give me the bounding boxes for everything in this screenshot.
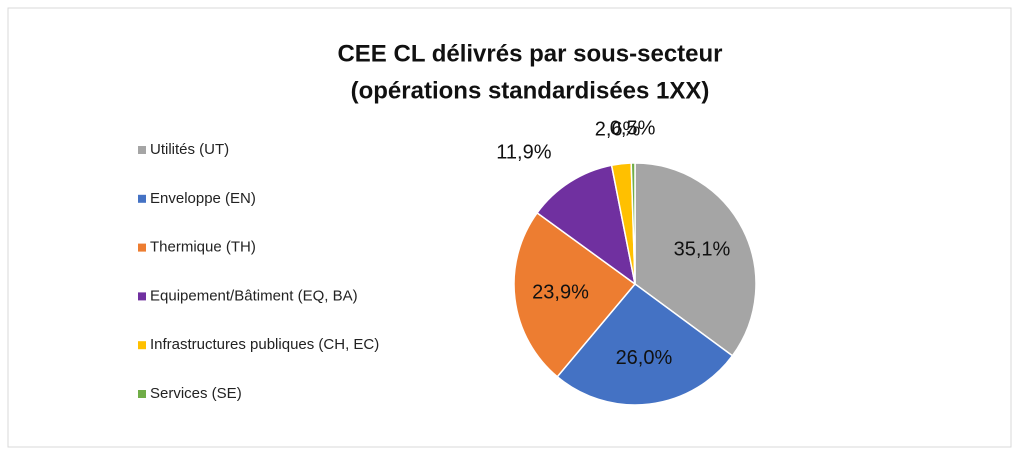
data-label: 26,0% (616, 347, 673, 369)
chart-title: (opérations standardisées 1XX) (351, 77, 710, 104)
legend-label: Equipement/Bâtiment (EQ, BA) (150, 287, 358, 304)
legend-label: Enveloppe (EN) (150, 190, 256, 207)
data-label: 2,6% (595, 118, 641, 140)
pie-slice (513, 211, 637, 378)
pie-slice (536, 164, 637, 286)
pie-slice (634, 162, 757, 357)
data-label: 23,9% (532, 281, 589, 303)
data-label: 35,1% (674, 238, 731, 260)
legend-swatch (138, 292, 146, 301)
legend-label: Thermique (TH) (150, 239, 256, 256)
legend-swatch (138, 194, 146, 203)
legend-swatch (138, 390, 146, 398)
legend-label: Utilités (UT) (150, 141, 229, 158)
legend-label: Services (SE) (150, 385, 242, 402)
legend-swatch (138, 146, 146, 154)
data-label: 0,5% (610, 117, 656, 139)
chart-title: CEE CL délivrés par sous-secteur (337, 40, 722, 67)
data-label: 11,9% (496, 142, 551, 164)
legend-label: Infrastructures publiques (CH, EC) (150, 336, 379, 353)
pie-slice (556, 282, 734, 406)
pie-slice (630, 162, 636, 285)
legend-swatch (138, 341, 146, 350)
legend-swatch (138, 243, 146, 252)
chart-frame (7, 7, 1012, 448)
